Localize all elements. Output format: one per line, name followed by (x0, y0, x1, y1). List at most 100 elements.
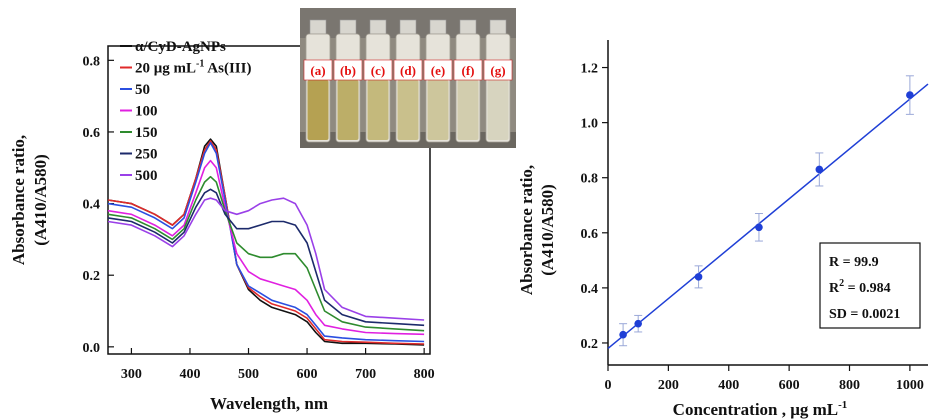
spectra-series-line (107, 141, 425, 343)
vial-label-box (363, 59, 393, 81)
vial-label-box (333, 59, 363, 81)
legend-label: 150 (135, 125, 158, 141)
spectra-series-line (107, 175, 425, 332)
stat-sd: SD = 0.0021 (829, 307, 900, 322)
calibration-fit-line (607, 83, 929, 350)
stat-r2: R2 = 0.984 (829, 278, 891, 296)
calibration-y-tick-label: 0.6 (581, 227, 599, 242)
legend-label: α/CyD-AgNPs (135, 39, 226, 55)
spectra-x-tick-label: 600 (297, 367, 318, 382)
spectra-y-tick-label: 0.2 (83, 269, 101, 284)
vial-liquid (307, 80, 329, 140)
vial-cap (339, 19, 357, 35)
calibration-x-tick-label: 400 (718, 378, 739, 393)
legend-label-sup: -1 (196, 59, 204, 70)
vial-cap (399, 19, 417, 35)
vial-label: (g) (490, 63, 505, 78)
spectra-y-axis-label: Absorbance ratio, (9, 135, 28, 265)
spectra-x-ticks: 300 400 500 600 700 800 (121, 348, 435, 382)
spectra-x-tick-label: 700 (355, 367, 376, 382)
calibration-y-tick-label: 1.0 (581, 117, 599, 132)
calibration-points (619, 75, 914, 347)
stats-box: R = 99.9 R2 = 0.984 SD = 0.0021 (819, 242, 921, 329)
spectra-y-tick-label: 0.0 (83, 341, 101, 356)
calibration-x-axis-label: Concentration , μg mL-1 (673, 399, 848, 419)
vial-liquid (487, 80, 509, 140)
vial-label: (f) (462, 63, 475, 78)
legend-label: 50 (135, 82, 150, 98)
calibration-y-ticks: 0.2 0.4 0.6 0.8 1.0 1.2 (581, 62, 608, 352)
calibration-chart: 0.2 0.4 0.6 0.8 1.0 1.2 0 200 400 600 800 1000 R =… (517, 40, 929, 419)
spectra-y-tick-label: 0.4 (83, 198, 101, 213)
vials-inset-photo: (a) (b) (c) (d) (e) (f) (g) (300, 8, 516, 148)
stat-r2-prefix: R (829, 281, 840, 296)
vial-label-box (483, 59, 513, 81)
stats-box-frame (819, 242, 921, 329)
vial-cap (369, 19, 387, 35)
spectra-y-axis-label-2: (A410/A580) (31, 154, 50, 246)
vial-label: (b) (340, 63, 356, 78)
calibration-y-tick-label: 0.8 (581, 172, 599, 187)
vial-label: (e) (431, 63, 445, 78)
spectra-chart: 0.0 0.2 0.4 0.6 0.8 300 400 500 600 700 800 α/CyD… (9, 8, 516, 413)
spectra-series-line (107, 159, 425, 336)
calibration-x-tick-label: 200 (658, 378, 679, 393)
calibration-x-tick-label: 0 (605, 378, 612, 393)
stat-r: R = 99.9 (829, 255, 879, 270)
spectra-x-tick-label: 400 (179, 367, 200, 382)
calibration-x-label-main: Concentration , μg mL (673, 400, 838, 419)
data-point (755, 223, 763, 232)
legend-label: 250 (135, 147, 158, 163)
legend-label-main: 20 μg mL (135, 61, 196, 77)
spectra-series-line (107, 197, 425, 321)
vial-liquid (397, 80, 419, 140)
spectra-x-tick-label: 500 (238, 367, 259, 382)
legend-label: 100 (135, 104, 158, 120)
vial-cap (309, 19, 327, 35)
fit-line (607, 83, 929, 350)
vial-cap (459, 19, 477, 35)
vial-label: (c) (371, 63, 385, 78)
legend-label: 20 μg mL-1 As(III) (135, 59, 251, 77)
vial-cap (429, 19, 447, 35)
vial-liquid (367, 80, 389, 140)
vial-label: (a) (310, 63, 325, 78)
vial-label-box (423, 59, 453, 81)
vial-label-box (303, 59, 333, 81)
data-point (815, 165, 824, 174)
calibration-y-tick-label: 1.2 (581, 62, 599, 77)
calibration-x-tick-label: 800 (839, 378, 860, 393)
calibration-y-axis-label: Absorbance ratio, (517, 165, 536, 295)
spectra-x-tick-label: 800 (414, 367, 435, 382)
data-point (694, 273, 703, 281)
spectra-x-tick-label: 300 (121, 367, 142, 382)
spectra-legend: α/CyD-AgNPs 20 μg mL-1 As(III) 50 100 150 250… (120, 39, 251, 184)
spectra-series-line (107, 140, 425, 345)
calibration-x-ticks: 0 200 400 600 800 1000 (605, 365, 924, 393)
vial-liquid (337, 80, 359, 140)
vial-label-box (453, 59, 483, 81)
calibration-x-label-sup: -1 (838, 399, 847, 411)
calibration-x-tick-label: 600 (779, 378, 800, 393)
calibration-y-tick-label: 0.4 (581, 282, 599, 297)
vial-label: (d) (400, 63, 416, 78)
spectra-y-tick-label: 0.8 (83, 54, 101, 69)
vial-label-box (393, 59, 423, 81)
spectra-x-axis-label: Wavelength, nm (210, 394, 328, 413)
calibration-y-tick-label: 0.2 (581, 337, 599, 352)
calibration-x-tick-label: 1000 (896, 378, 924, 393)
spectra-series-line (107, 188, 425, 327)
data-point (619, 330, 627, 339)
vial-liquid (457, 80, 479, 140)
stat-r2-value: = 0.984 (844, 281, 890, 296)
stat-r2-sup: 2 (839, 278, 844, 289)
calibration-y-axis-label-2: (A410/A580) (538, 184, 557, 276)
vial-liquid (427, 80, 449, 140)
spectra-y-tick-label: 0.6 (83, 126, 101, 141)
data-point (634, 319, 642, 328)
spectra-series (107, 138, 425, 346)
vial-cap (489, 19, 507, 35)
legend-label: 500 (135, 168, 158, 184)
spectra-y-ticks: 0.0 0.2 0.4 0.6 0.8 (83, 54, 114, 356)
